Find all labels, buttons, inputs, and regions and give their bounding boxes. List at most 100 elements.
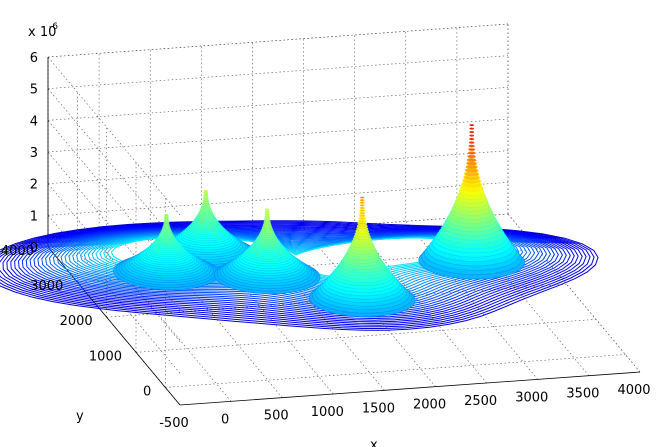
back-wall-grid-line [47,87,509,121]
peak-contour-ring [469,134,474,137]
grid-lines [47,23,641,406]
y-axis-label: y [76,409,84,424]
peak-contour-ring [469,124,475,126]
peak-contour-ring [358,219,367,223]
contour-line [6,225,575,321]
x-tick-label: 2500 [464,394,497,409]
tick-labels: -500 0 500 1000 1500 2000 2500 3000 3500 40000100… [1,51,651,431]
y-tick-label: 3000 [30,279,63,294]
y-tick-label: 0 [143,384,151,399]
peak-contour-ring [469,127,474,130]
peak-contour-ring [203,190,208,192]
contour-line [25,228,555,313]
back-wall-grid-line [47,150,509,184]
peak-contour-ring [360,199,365,202]
z-tick-label: 2 [30,178,38,193]
x-tick-label: 3000 [515,390,548,405]
peak-contour-ring [359,201,365,204]
peak-contour-ring [164,214,169,216]
back-wall-grid-line [47,118,509,153]
peak-contour-ring [264,216,270,220]
peak-contour-ring [164,218,169,221]
contour-line [10,226,571,320]
contour-line [0,224,583,325]
peak-surface [113,214,220,291]
back-wall-grid-line [47,55,509,89]
z-exponent-power: -6 [49,22,58,32]
peak-contour-ring [359,204,365,207]
back-wall-grid-line [47,182,509,216]
contour-line [21,228,559,315]
peak-surfaces [113,124,525,318]
peak-contour-ring [467,151,476,155]
x-axis-line [179,371,641,406]
peak-contour-ring [468,148,475,151]
z-tick-label: 5 [30,83,38,98]
contour-line [14,226,567,318]
peak-contour-ring [359,211,366,215]
peak-contour-ring [469,131,474,134]
x-tick-label: 4000 [617,383,650,398]
peak-contour-ring [203,194,209,197]
peak-contour-ring [468,144,475,148]
peak-contour-ring [469,138,475,141]
y-axis-line [47,246,181,406]
peak-contour-ring [360,196,365,199]
peak-contour-ring [264,211,270,214]
peak-contour-ring [203,191,208,194]
contour-line [0,220,599,331]
x-tick-label: -500 [159,416,189,431]
box-edge [47,23,509,58]
peak-contour-ring [466,158,477,162]
contour-line [0,223,587,326]
x-tick-label: 1000 [311,405,344,420]
contour-line [41,230,540,307]
peak-contour-ring [264,215,270,218]
floor-grid-line [106,283,567,318]
peak-contour-ring [359,206,365,209]
peak-contour-ring [358,214,366,218]
x-tick-label: 1500 [362,401,395,416]
x-tick-label: 500 [264,409,289,424]
contour-line [45,231,536,305]
peak-contour-ring [265,210,270,213]
z-tick-label: 3 [30,146,38,161]
peak-contour-ring [467,154,476,159]
z-tick-label: 6 [30,51,38,66]
contour-line [29,229,552,311]
x-tick-label: 3500 [566,387,599,402]
contour-line [2,224,579,323]
contour-line [0,221,595,329]
floor-grid-line [135,319,597,353]
floor-grid-line [165,354,626,388]
peak-contour-ring [468,141,475,144]
x-tick-label: 0 [221,412,229,427]
peak-contour-ring [465,164,478,170]
peak-contour-ring [203,193,209,196]
x-tick-label: 2000 [413,398,446,413]
peak-surface [418,124,525,280]
z-tick-label: 0 [30,241,38,256]
y-tick-label: 2000 [60,314,93,329]
x-axis-label: x [370,438,378,447]
peak-surface [309,196,416,318]
peak-contour-ring [466,161,477,166]
contour-line [0,222,591,328]
peak-contour-ring [359,209,365,212]
peak-contour-ring [265,208,270,211]
peak-contour-ring [358,216,366,220]
peak-contour-ring [164,217,169,219]
contour-line [33,229,548,310]
z-tick-label: 1 [30,209,38,224]
z-tick-label: 4 [30,114,38,129]
contour-line [37,230,544,308]
peak-contour-ring [164,215,169,218]
y-tick-label: 1000 [89,349,122,364]
contour-line [17,227,563,316]
peak-contour-ring [264,213,270,216]
peak-contour-ring [203,196,209,199]
peak-surface [214,208,321,295]
z-exponent-label: x 10 [28,25,56,40]
y-tick-label: 4000 [1,244,34,259]
